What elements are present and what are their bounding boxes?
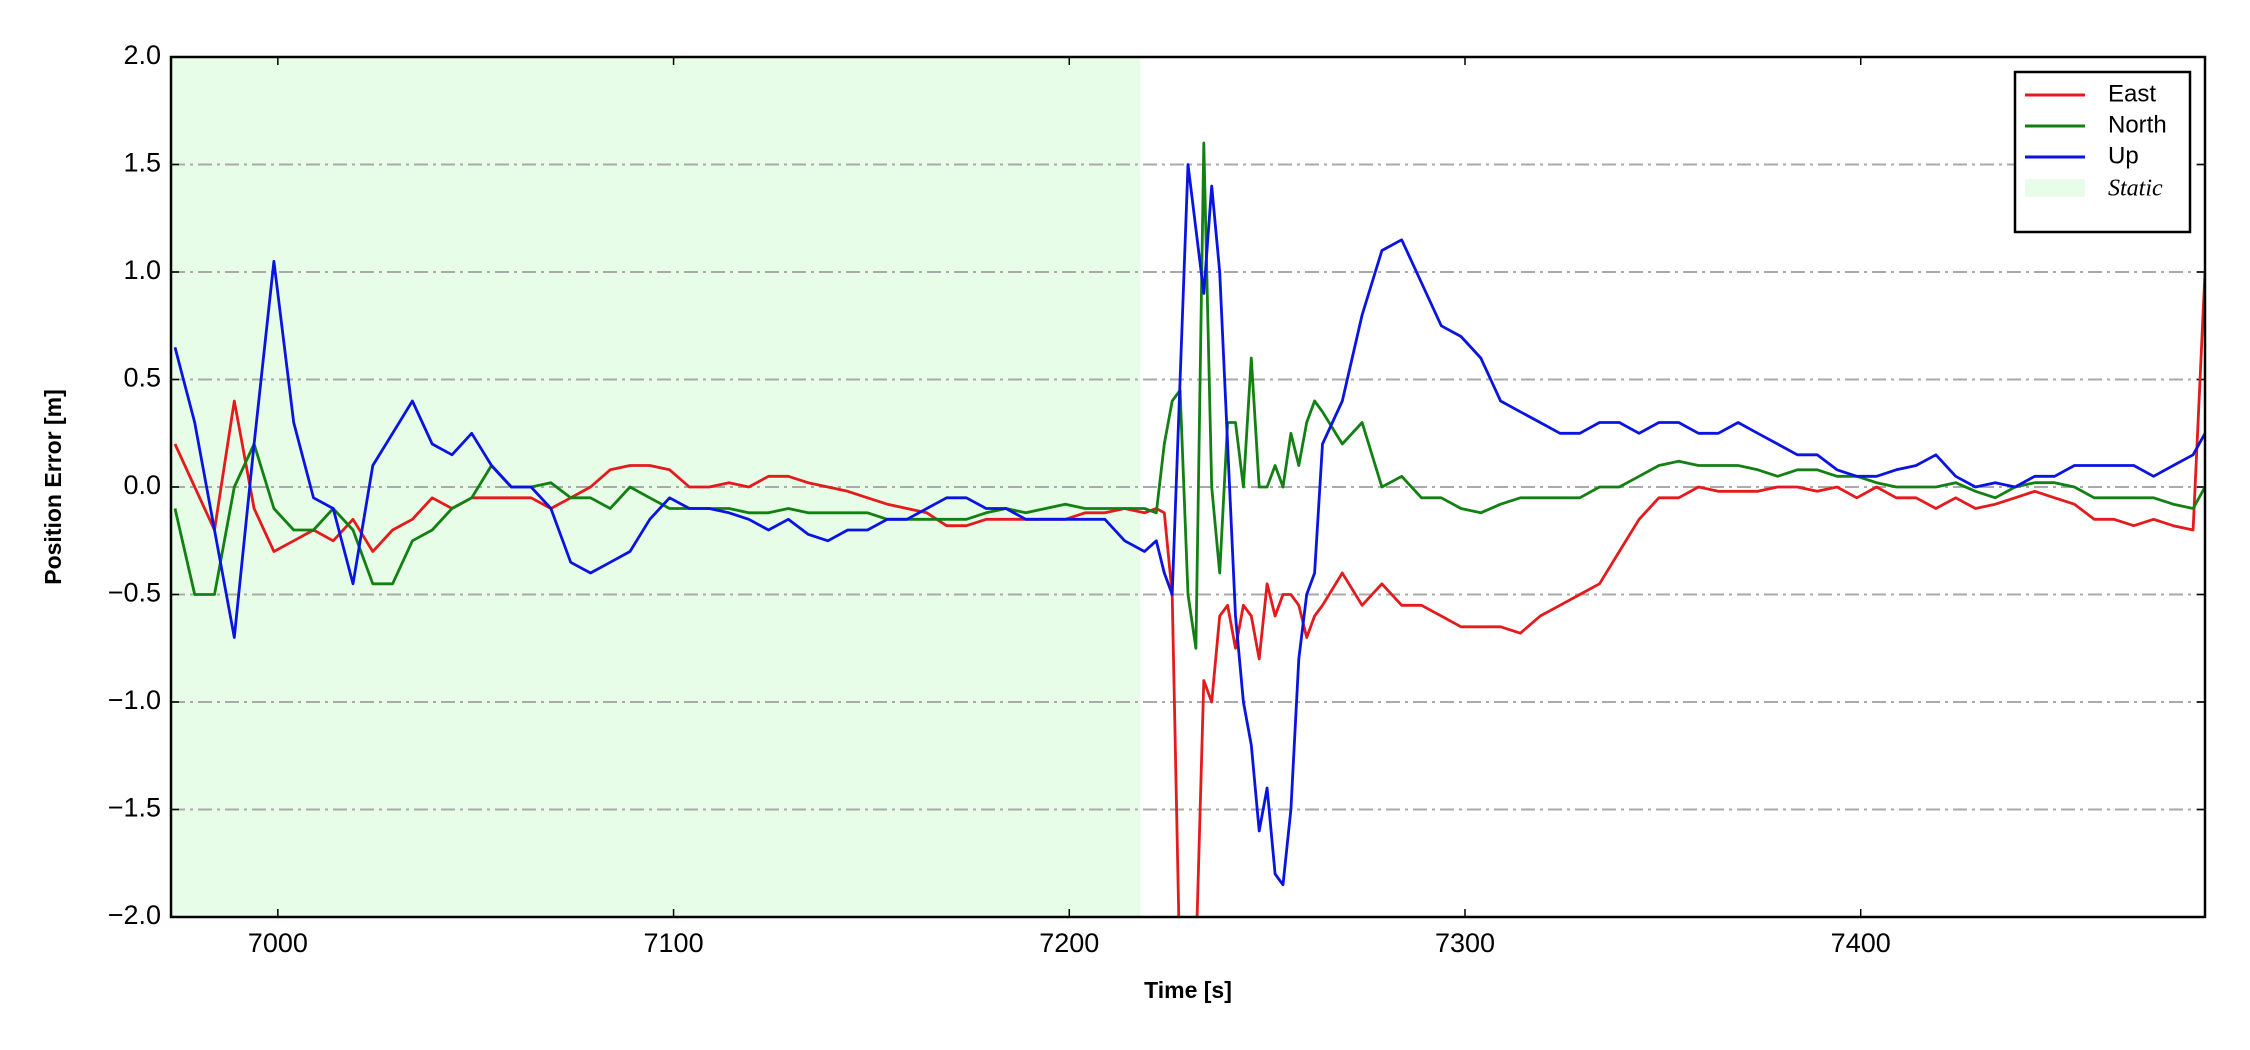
y-tick-label: −1.5 — [108, 793, 161, 823]
series-line — [173, 141, 2205, 650]
y-axis-label: Position Error [m] — [40, 389, 66, 585]
y-tick-label: 2.0 — [123, 40, 161, 70]
y-tick-label: 0.5 — [123, 363, 161, 393]
series-line — [173, 163, 2205, 887]
plot-frame — [169, 55, 2207, 919]
legend-label: Up — [2108, 142, 2139, 169]
y-tick-label: 0.0 — [123, 470, 161, 500]
legend-label: Static — [2108, 176, 2163, 202]
series-line — [173, 271, 2205, 917]
y-tick-label: 1.5 — [123, 148, 161, 178]
legend-label: East — [2108, 80, 2156, 107]
legend-label: North — [2108, 111, 2167, 138]
x-axis-label: Time [s] — [1144, 977, 1232, 1003]
legend-swatch — [2025, 179, 2085, 197]
y-tick-label: 1.0 — [123, 255, 161, 285]
x-tick-label: 7400 — [1831, 928, 1891, 958]
y-tick-label: −0.5 — [108, 578, 161, 608]
y-tick-label: −1.0 — [108, 685, 161, 715]
x-tick-label: 7000 — [248, 928, 308, 958]
x-tick-label: 7100 — [644, 928, 704, 958]
plot-area — [173, 141, 2205, 917]
y-tick-label: −2.0 — [108, 900, 161, 930]
static-region — [171, 57, 1141, 917]
x-tick-label: 7300 — [1435, 928, 1495, 958]
legend-box — [2013, 70, 2192, 234]
x-tick-label: 7200 — [1039, 928, 1099, 958]
